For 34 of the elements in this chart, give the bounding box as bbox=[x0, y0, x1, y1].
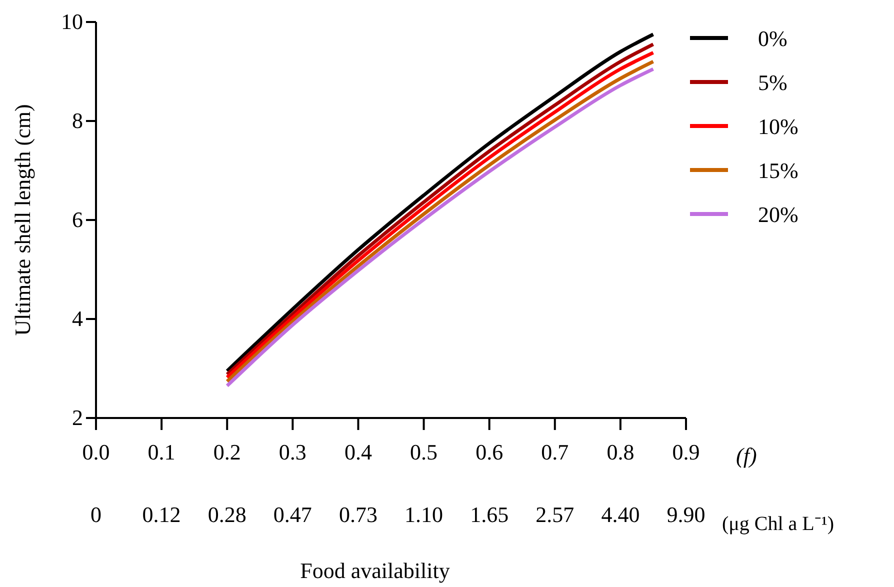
text: (f) bbox=[736, 443, 757, 468]
x-tick-label: 0.2 bbox=[213, 439, 241, 464]
x-tick-label: 0.8 bbox=[606, 439, 634, 464]
text: 4.40 bbox=[601, 502, 640, 527]
legend-label: 10% bbox=[758, 114, 798, 139]
x-tick-label: 0.6 bbox=[476, 439, 504, 464]
y-tick-label: 6 bbox=[72, 207, 83, 232]
text: 1.10 bbox=[404, 502, 444, 527]
text: 0.12 bbox=[142, 502, 181, 527]
y-tick-label: 4 bbox=[72, 306, 83, 332]
text: 2.57 bbox=[536, 502, 574, 527]
y-tick-label: 8 bbox=[72, 108, 83, 134]
x2-axis-title: (μg Chl a L⁻¹) bbox=[722, 513, 834, 535]
text: 0.47 bbox=[273, 502, 312, 527]
text: 1.65 bbox=[470, 502, 509, 527]
x-axis-title: Food availability bbox=[300, 558, 450, 583]
x-tick-label: 0.1 bbox=[148, 439, 176, 464]
x-tick-label: 0.4 bbox=[344, 439, 372, 464]
text: 0 bbox=[90, 502, 102, 527]
y-axis-title: Ultimate shell length (cm) bbox=[10, 104, 35, 336]
y-tick-label: 10 bbox=[61, 9, 83, 34]
text: 9.90 bbox=[666, 502, 706, 527]
x-tick-label: 0.5 bbox=[410, 439, 438, 464]
x-tick-label: 0.9 bbox=[672, 439, 700, 464]
legend-label: 5% bbox=[758, 70, 788, 95]
x-tick-label: 0.7 bbox=[541, 439, 569, 464]
x-tick-label: 0.3 bbox=[278, 439, 306, 464]
legend-label: 15% bbox=[758, 158, 798, 183]
y-tick-label: 2 bbox=[72, 405, 83, 430]
text: 0.28 bbox=[208, 502, 246, 527]
text: 0.73 bbox=[338, 502, 378, 527]
legend-label: 20% bbox=[758, 202, 798, 227]
legend-label: 0% bbox=[758, 26, 788, 51]
x-tick-label: 0.0 bbox=[82, 439, 110, 464]
